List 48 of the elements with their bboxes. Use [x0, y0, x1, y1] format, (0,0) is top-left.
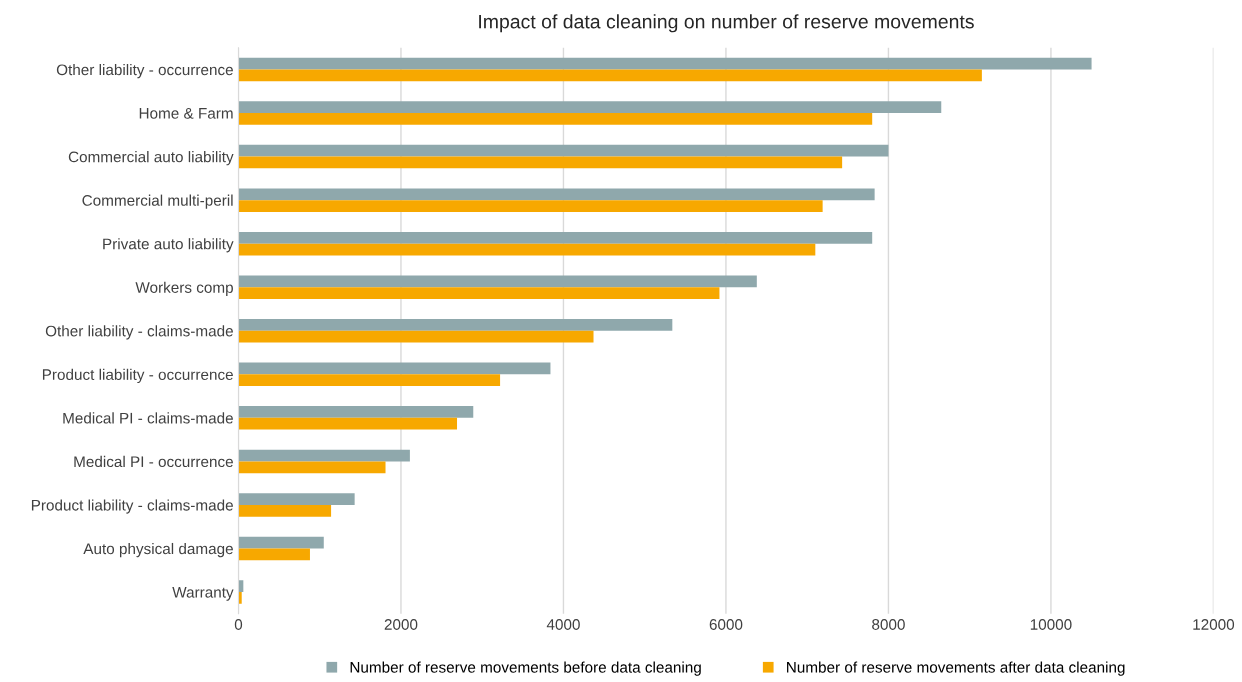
legend-label: Number of reserve movements after data cleaning — [787, 661, 1125, 676]
y-tick-label: Other liability - occurrence — [56, 63, 233, 79]
bar — [238, 188, 875, 201]
bar — [238, 144, 889, 157]
y-tick-label: Other liability - claims-made — [45, 325, 233, 340]
y-tick-label: Commercial multi-peril — [82, 194, 233, 209]
bar — [238, 275, 757, 288]
bar — [238, 362, 551, 375]
y-tick-label: Medical PI - claims-made — [63, 412, 233, 424]
y-tick-label: Private auto liability — [103, 238, 234, 253]
bar — [238, 287, 720, 299]
bar — [238, 374, 501, 387]
x-tick-label: 12000 — [1193, 619, 1235, 630]
bar — [238, 200, 823, 212]
bar — [238, 504, 332, 517]
x-tick-label: 8000 — [872, 619, 905, 630]
y-tick-label: Medical PI - occurrence — [74, 455, 233, 468]
bar — [238, 69, 982, 82]
bar — [238, 406, 474, 418]
y-tick-label: Warranty — [172, 587, 234, 601]
chart-title: Impact of data cleaning on number of reserve movements — [479, 14, 974, 33]
bar — [238, 493, 355, 505]
bar — [238, 449, 410, 462]
bar — [238, 57, 1092, 70]
x-tick-label: 2000 — [384, 619, 418, 630]
y-tick-label: Workers comp — [135, 281, 233, 296]
y-tick-label: Product liability - claims-made — [31, 499, 233, 514]
x-tick-label: 6000 — [709, 619, 743, 630]
y-tick-label: Home & Farm — [139, 108, 233, 119]
x-tick-label: 4000 — [546, 619, 580, 630]
bar — [238, 461, 386, 474]
bar — [238, 319, 673, 331]
bar — [238, 113, 873, 125]
bar — [238, 536, 324, 549]
y-tick-label: Product liability - occurrence — [42, 368, 233, 384]
legend-label: Number of reserve movements before data cleaning — [350, 661, 701, 676]
bar — [238, 231, 873, 244]
x-tick-label: 10000 — [1030, 619, 1072, 630]
bar — [238, 417, 458, 430]
bar — [238, 592, 242, 604]
bar — [238, 330, 594, 343]
bar — [238, 243, 816, 256]
bar — [238, 156, 843, 169]
y-tick-label: Auto physical damage — [83, 542, 233, 558]
bar — [238, 548, 310, 561]
bar — [238, 101, 942, 114]
y-tick-label: Commercial auto liability — [68, 151, 234, 166]
x-tick-label: 0 — [234, 619, 243, 630]
